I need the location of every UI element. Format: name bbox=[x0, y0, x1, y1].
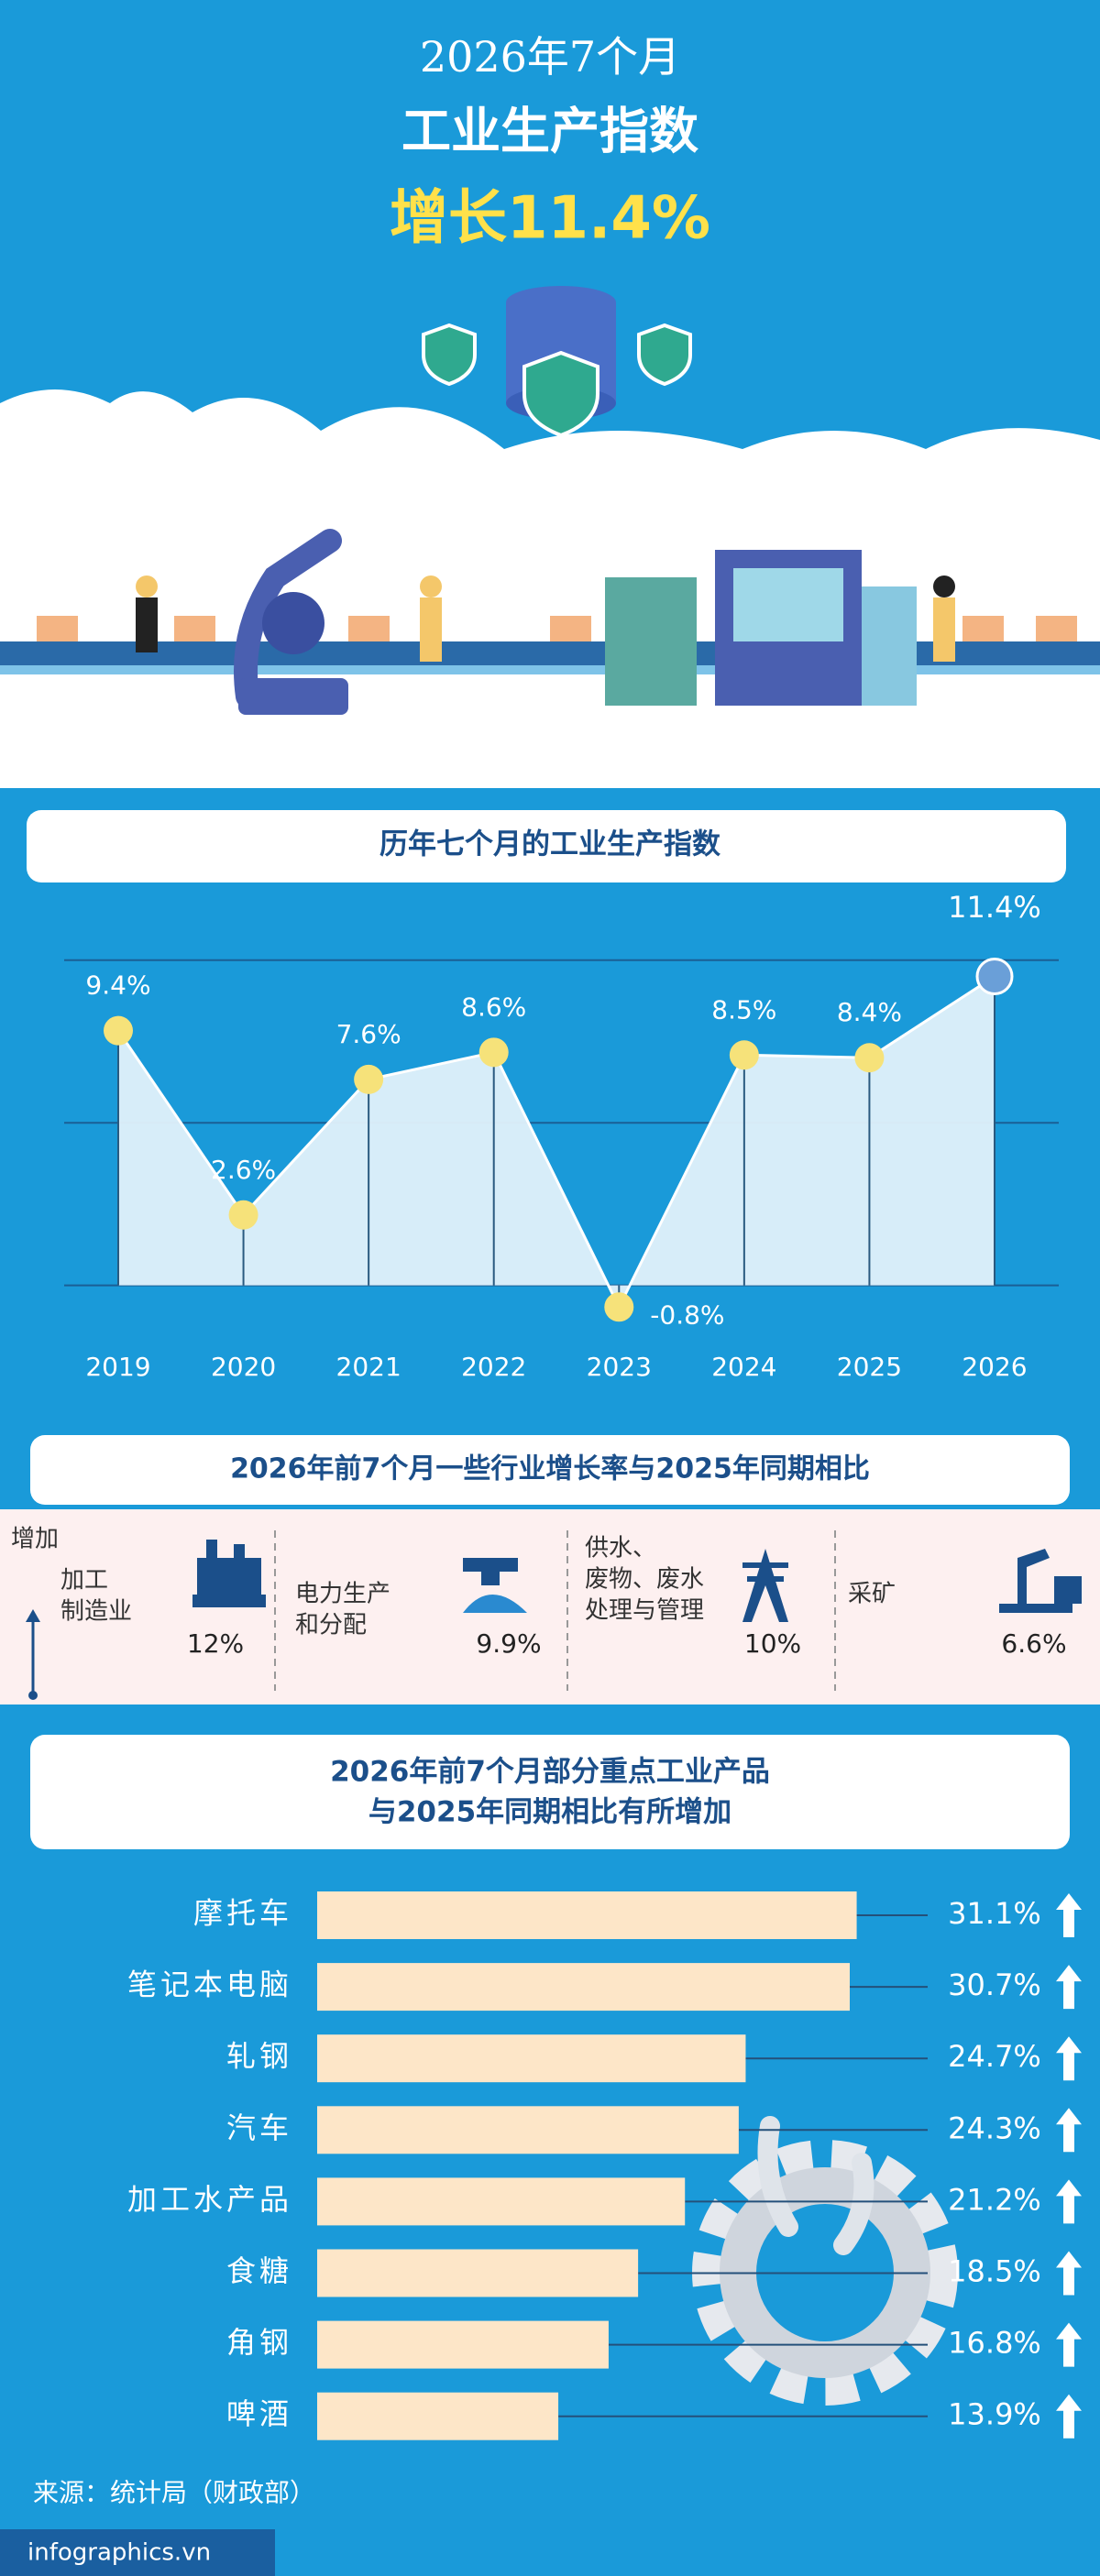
bar bbox=[317, 1891, 857, 1939]
up-arrow bbox=[1056, 1893, 1082, 1937]
headline: 增长11.4% bbox=[390, 185, 710, 253]
sector-label: 增加 bbox=[11, 1526, 59, 1553]
category-label: 轧钢 bbox=[226, 2039, 292, 2074]
value-label: 24.7% bbox=[948, 2039, 1041, 2074]
category-label: 摩托车 bbox=[193, 1896, 292, 1931]
up-arrow bbox=[1056, 2251, 1082, 2296]
chart-title: 历年七个月的工业生产指数 bbox=[380, 828, 720, 861]
bar bbox=[317, 2392, 559, 2440]
value-label: 9.4% bbox=[85, 970, 150, 1001]
sector-value: 6.6% bbox=[1001, 1628, 1066, 1659]
category-label: 笔记本电脑 bbox=[127, 1968, 292, 2002]
sector-name: 供水、 bbox=[585, 1535, 656, 1562]
up-arrow bbox=[1056, 2108, 1082, 2153]
section-title: 2026年前7个月一些行业增长率与2025年同期相比 bbox=[230, 1453, 870, 1485]
sector-name: 采矿 bbox=[848, 1581, 896, 1608]
increase-arrow bbox=[26, 1609, 40, 1700]
up-arrow bbox=[1056, 2394, 1082, 2439]
category-label: 加工水产品 bbox=[127, 2182, 292, 2217]
bar bbox=[317, 2034, 746, 2083]
sector-name: 和分配 bbox=[295, 1612, 367, 1639]
category-label: 食糖 bbox=[226, 2253, 292, 2288]
sector-strip bbox=[0, 1509, 1100, 1705]
value-label: 24.3% bbox=[948, 2110, 1041, 2145]
x-tick-label: 2025 bbox=[837, 1352, 902, 1382]
x-tick-label: 2023 bbox=[587, 1352, 652, 1382]
sector-name: 处理与管理 bbox=[585, 1597, 704, 1625]
value-label: -0.8% bbox=[650, 1299, 724, 1330]
value-label: 21.2% bbox=[948, 2182, 1041, 2217]
bar bbox=[317, 2320, 609, 2369]
source: 来源：统计局（财政部） bbox=[33, 2478, 315, 2508]
point bbox=[104, 1015, 133, 1046]
up-arrow bbox=[1056, 1965, 1082, 2010]
up-arrow bbox=[1056, 2322, 1082, 2367]
section-header bbox=[27, 810, 1066, 882]
chart-title: 与2025年同期相比有所增加 bbox=[368, 1796, 732, 1829]
x-tick-label: 2021 bbox=[336, 1352, 402, 1382]
illustration bbox=[0, 286, 1100, 788]
value-label: 8.4% bbox=[837, 997, 902, 1027]
area bbox=[118, 976, 995, 1308]
x-tick-label: 2024 bbox=[711, 1352, 776, 1382]
category-label: 啤酒 bbox=[226, 2396, 292, 2431]
sector-name: 制造业 bbox=[60, 1598, 132, 1626]
point bbox=[604, 1292, 634, 1322]
period: 2026年7个月 bbox=[420, 32, 680, 82]
value-label: 8.5% bbox=[711, 994, 776, 1025]
x-tick-label: 2026 bbox=[962, 1352, 1027, 1382]
section-header bbox=[30, 1435, 1070, 1505]
x-tick-label: 2022 bbox=[461, 1352, 526, 1382]
line-chart: 历年七个月的工业生产指数 9.4% 2019 2.6% 2020 7.6% 2021 8.6%… bbox=[64, 828, 1059, 1382]
category-label: 汽车 bbox=[226, 2110, 292, 2145]
value-label: 7.6% bbox=[336, 1019, 402, 1049]
main-title: 工业生产指数 bbox=[402, 103, 698, 160]
point bbox=[975, 958, 1014, 996]
value-label: 11.4% bbox=[948, 890, 1041, 925]
value-label: 31.1% bbox=[948, 1896, 1041, 1931]
sector-value: 9.9% bbox=[476, 1628, 541, 1659]
point bbox=[729, 1040, 759, 1070]
point bbox=[228, 1200, 258, 1230]
bar bbox=[317, 1963, 850, 2011]
bar bbox=[317, 2177, 686, 2226]
sector-name: 废物、废水 bbox=[585, 1566, 704, 1594]
bar bbox=[317, 2249, 639, 2297]
value-label: 16.8% bbox=[948, 2326, 1041, 2361]
up-arrow bbox=[1056, 2179, 1082, 2224]
sector-value: 10% bbox=[744, 1628, 801, 1659]
category-label: 角钢 bbox=[226, 2325, 292, 2360]
footer: infographics.vn bbox=[28, 2539, 211, 2567]
value-label: 13.9% bbox=[948, 2397, 1041, 2432]
bar bbox=[317, 2106, 739, 2154]
point bbox=[854, 1043, 885, 1073]
sector-value: 12% bbox=[187, 1628, 244, 1659]
x-tick-label: 2019 bbox=[85, 1352, 150, 1382]
sector-dividers bbox=[274, 1530, 836, 1691]
up-arrow bbox=[1056, 2036, 1082, 2081]
sector-name: 加工 bbox=[60, 1567, 108, 1595]
section-header bbox=[30, 1735, 1070, 1849]
footer-band bbox=[0, 2529, 275, 2576]
chart-title: 2026年前7个月部分重点工业产品 bbox=[330, 1756, 770, 1789]
point bbox=[354, 1064, 384, 1094]
point bbox=[478, 1037, 509, 1068]
sector-name: 电力生产 bbox=[295, 1581, 390, 1608]
x-tick-label: 2020 bbox=[211, 1352, 276, 1382]
sector-icons bbox=[192, 1540, 1082, 1622]
value-label: 30.7% bbox=[948, 1968, 1041, 2002]
value-label: 18.5% bbox=[948, 2254, 1041, 2289]
line bbox=[116, 975, 996, 1310]
value-label: 8.6% bbox=[461, 992, 526, 1022]
value-label: 2.6% bbox=[211, 1155, 276, 1185]
